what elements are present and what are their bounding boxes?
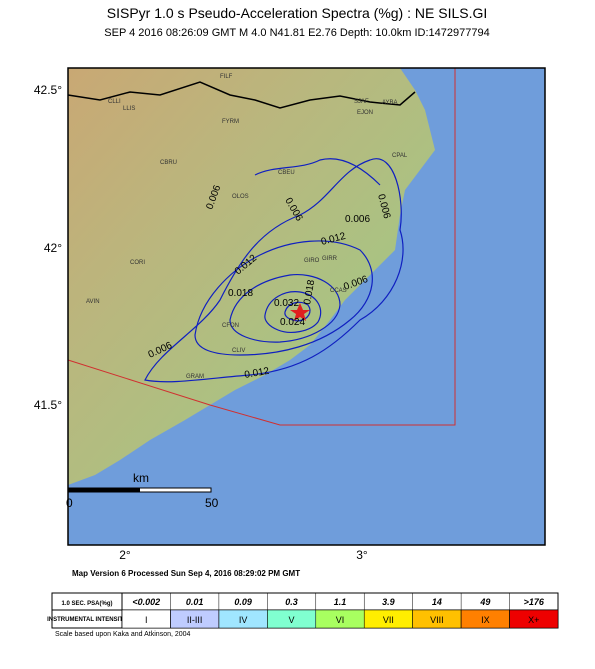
- intensity-label: IV: [239, 615, 248, 625]
- scale-label: 50: [205, 496, 219, 510]
- lon-label: 3°: [356, 548, 368, 562]
- border: [67, 81, 416, 109]
- region-boundary: [67, 68, 456, 426]
- psa-value: 3.9: [382, 597, 395, 607]
- map-frame: [67, 67, 546, 546]
- intensity-label: I: [145, 615, 148, 625]
- lat-label: 42°: [44, 241, 62, 255]
- town: CCAS: [330, 288, 347, 294]
- town: LLIS: [123, 106, 135, 112]
- psa-value: 49: [479, 597, 490, 607]
- town: AVIN: [86, 299, 100, 305]
- town: SJAF: [354, 99, 369, 105]
- town: EJON: [357, 110, 373, 116]
- psa-value: <0.002: [132, 597, 160, 607]
- intensity-label: II-III: [187, 615, 203, 625]
- intensity-label: X+: [528, 615, 539, 625]
- town: CPAL: [392, 153, 408, 159]
- town: GIRO: [304, 258, 320, 264]
- epicenter: [290, 303, 310, 321]
- footer: Map Version 6 Processed Sun Sep 4, 2016 …: [72, 569, 300, 578]
- psa-value: 0.3: [285, 597, 298, 607]
- town: FYRM: [222, 119, 239, 125]
- town: GIRR: [322, 256, 338, 262]
- contour-label: 0.018: [228, 288, 253, 299]
- intensity-label: VII: [383, 615, 394, 625]
- contours: [144, 158, 404, 383]
- legend: 1.0 SEC. PSA(%g) INSTRUMENTAL INTENSITY …: [47, 592, 559, 629]
- town: CLLI: [108, 99, 121, 105]
- map: FILF CLLI LLIS SJAF AYBA EJON FYRM CBRU …: [66, 67, 546, 546]
- subtitle: SEP 4 2016 08:26:09 GMT M 4.0 N41.81 E2.…: [104, 27, 489, 39]
- land: [68, 68, 435, 485]
- legend-header: 1.0 SEC. PSA(%g): [61, 601, 112, 607]
- legend-header: INSTRUMENTAL INTENSITY: [47, 617, 127, 623]
- psa-value: 0.01: [186, 597, 204, 607]
- contour-label: 0.012: [244, 366, 271, 381]
- psa-value: 14: [432, 597, 442, 607]
- lon-label: 2°: [119, 548, 131, 562]
- psa-value: 0.09: [234, 597, 252, 607]
- intensity-label: VI: [336, 615, 345, 625]
- lat-label: 41.5°: [34, 398, 62, 412]
- contour-label: 0.018: [302, 279, 317, 306]
- town: CLIV: [232, 348, 245, 354]
- town: AYBA: [382, 100, 398, 106]
- lat-label: 42.5°: [34, 83, 62, 97]
- town: CBEU: [278, 170, 295, 176]
- town: CORI: [130, 260, 145, 266]
- town: CFON: [222, 323, 239, 329]
- town: OLOS: [232, 194, 249, 200]
- title: SISPyr 1.0 s Pseudo-Acceleration Spectra…: [107, 5, 488, 21]
- contour-label: 0.006: [345, 214, 370, 225]
- scale-label: 0: [66, 496, 73, 510]
- intensity-label: IX: [481, 615, 490, 625]
- town: FILF: [220, 74, 233, 80]
- psa-value: >176: [524, 597, 545, 607]
- town: CBRU: [160, 160, 177, 166]
- town: GRAM: [186, 374, 204, 380]
- legend-note: Scale based upon Kaka and Atkinson, 2004: [55, 631, 191, 638]
- contour-label: 0.024: [280, 317, 305, 328]
- scale-bar: km 0 50: [66, 471, 219, 510]
- intensity-label: V: [289, 615, 295, 625]
- intensity-label: VIII: [430, 615, 444, 625]
- psa-value: 1.1: [334, 597, 347, 607]
- scale-unit: km: [133, 471, 149, 485]
- contour-label: 0.032: [274, 298, 299, 309]
